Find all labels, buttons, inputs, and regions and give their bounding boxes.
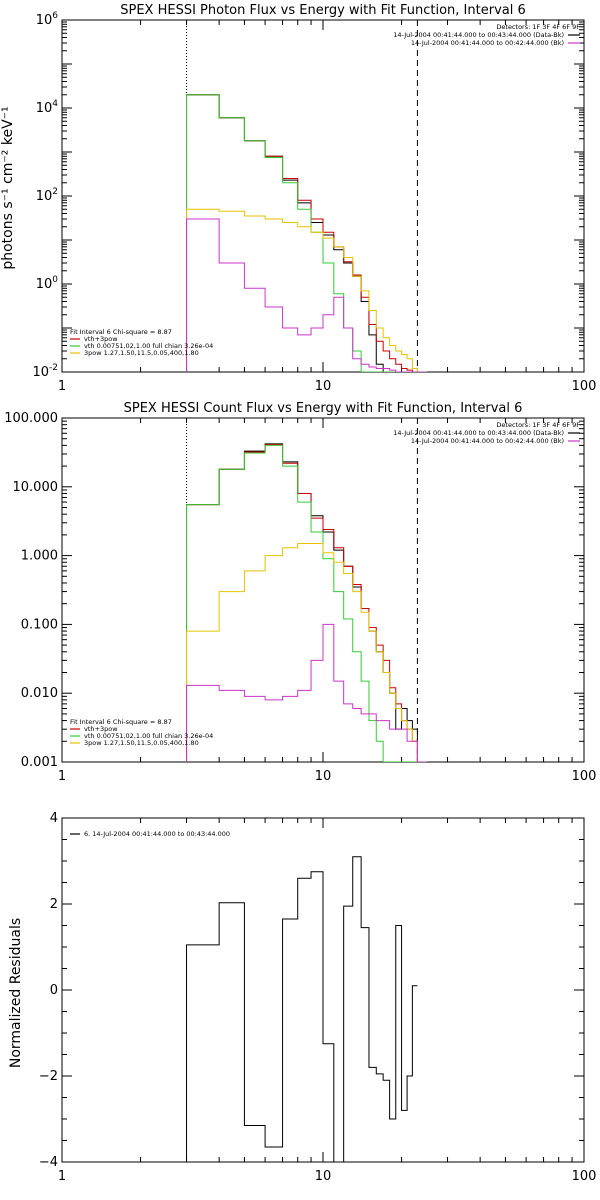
photon-flux-header-line: 14-Jul-2004 00:41:44.000 to 00:42:44.000… [411, 39, 564, 47]
photon-flux-y-tick-label: 106 [36, 11, 59, 28]
photon-flux-header-line: Detectors: 1F 3F 4F 6F 9F [496, 23, 580, 31]
residuals-y-tick-label: −2 [39, 1069, 58, 1084]
photon-flux-panel: SPEX HESSI Photon Flux vs Energy with Fi… [0, 3, 596, 394]
photon-flux-y-tick-label: 10-2 [32, 363, 58, 380]
photon-flux-y-tick-base: 10 [36, 189, 53, 204]
count-flux-header-line: Detectors: 1F 3F 4F 6F 9F [496, 421, 580, 429]
photon-flux-x-tick-label: 10 [315, 379, 332, 394]
residuals-y-tick-label: 0 [50, 983, 58, 998]
count-flux-legend-entry: 3pow 1.27,1.50,11.5,0.05,400,1.80 [84, 739, 199, 747]
photon-flux-y-tick-label: 102 [36, 187, 58, 204]
count-flux-series-vth-3pow [187, 445, 427, 762]
count-flux-y-tick-label: 0.010 [21, 686, 58, 701]
photon-flux-series-vth-3pow [187, 95, 427, 372]
photon-flux-series-3pow [187, 209, 427, 372]
residuals-series-group [187, 857, 418, 1164]
photon-flux-y-tick-label: 100 [36, 275, 59, 292]
count-flux-panel: SPEX HESSI Count Flux vs Energy with Fit… [4, 401, 596, 784]
count-flux-y-tick-label: 0.100 [21, 617, 58, 632]
count-flux-y-tick-label: 1.000 [21, 549, 58, 564]
figure: SPEX HESSI Photon Flux vs Energy with Fi… [0, 0, 600, 1200]
residuals-x-tick-label: 10 [315, 1169, 332, 1184]
photon-flux-y-tick-exponent: 4 [52, 99, 58, 109]
photon-flux-y-tick-base: 10 [36, 277, 53, 292]
residuals-x-tick-label: 100 [572, 1169, 597, 1184]
count-flux-plot-frame [62, 418, 584, 762]
residuals-y-tick-label: 2 [50, 897, 58, 912]
photon-flux-y-tick-exponent: 2 [52, 187, 58, 197]
photon-flux-y-tick-label: 104 [36, 99, 59, 116]
photon-flux-title: SPEX HESSI Photon Flux vs Energy with Fi… [120, 3, 526, 18]
residuals-legend-entry: 6. 14-Jul-2004 00:41:44.000 to 00:43:44.… [84, 830, 230, 838]
count-flux-x-tick-label: 1 [58, 769, 66, 784]
count-flux-series-vth [187, 445, 427, 762]
photon-flux-series-data-bk [187, 95, 427, 372]
photon-flux-header-line: 14-Jul-2004 00:41:44.000 to 00:43:44.000… [393, 31, 564, 39]
photon-flux-series-bk [187, 219, 427, 372]
residuals-series-residual [187, 857, 418, 1164]
residuals-y-tick-label: −4 [39, 1155, 58, 1170]
photon-flux-y-tick-base: 10 [36, 101, 53, 116]
count-flux-title: SPEX HESSI Count Flux vs Energy with Fit… [124, 401, 523, 416]
count-flux-y-tick-label: 100.000 [4, 411, 58, 426]
residuals-y-tick-label: 4 [50, 811, 58, 826]
residuals-panel: Normalized Residuals 1 10 100 −4 −2 0 2 4 6. 14-… [8, 811, 596, 1184]
photon-flux-x-tick-label: 1 [58, 379, 66, 394]
count-flux-header-line: 14-Jul-2004 00:41:44.000 to 00:42:44.000… [411, 437, 564, 445]
photon-flux-series-vth [187, 95, 427, 372]
count-flux-series-group [187, 444, 427, 762]
count-flux-header-line: 14-Jul-2004 00:41:44.000 to 00:43:44.000… [393, 429, 564, 437]
photon-flux-y-tick-exponent: -2 [49, 363, 58, 373]
residuals-x-tick-label: 1 [58, 1169, 66, 1184]
count-flux-series-data-bk [187, 444, 427, 762]
photon-flux-legend-entry: 3pow 1.27,1.50,11.5,0.05,400,1.80 [84, 349, 199, 357]
count-flux-x-tick-label: 100 [572, 769, 597, 784]
count-flux-x-tick-label: 10 [315, 769, 332, 784]
photon-flux-y-axis-label: photons s⁻¹ cm⁻² keV⁻¹ [0, 106, 16, 269]
count-flux-y-tick-label: 10.000 [13, 480, 59, 495]
residuals-y-axis-label: Normalized Residuals [8, 918, 24, 1068]
count-flux-y-tick-label: 0.001 [21, 755, 58, 770]
photon-flux-y-tick-exponent: 0 [52, 275, 58, 285]
photon-flux-y-tick-base: 10 [36, 13, 53, 28]
photon-flux-x-tick-label: 100 [572, 379, 597, 394]
photon-flux-series-group [187, 95, 427, 372]
photon-flux-y-tick-exponent: 6 [52, 11, 58, 21]
photon-flux-y-tick-base: 10 [32, 365, 49, 380]
